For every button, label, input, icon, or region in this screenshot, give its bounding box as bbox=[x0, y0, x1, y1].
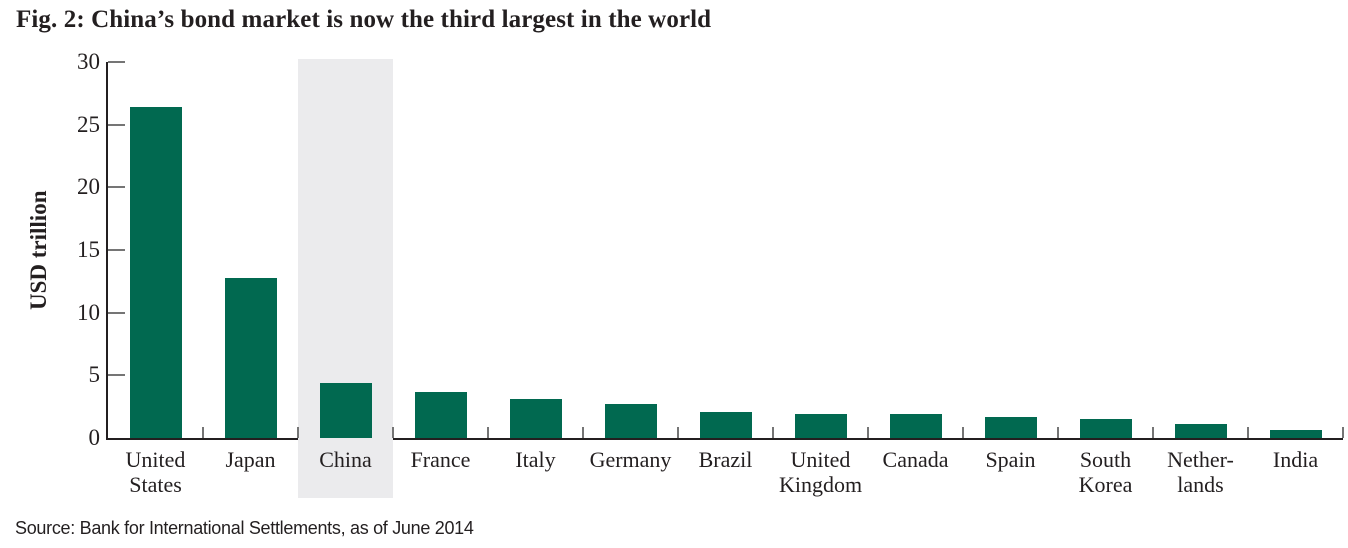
x-tick-8 bbox=[867, 427, 869, 438]
x-tick-label-canada: Canada bbox=[868, 447, 963, 472]
x-tick-label-france: France bbox=[393, 447, 488, 472]
x-tick-label-line: Germany bbox=[589, 447, 672, 472]
x-tick-5 bbox=[582, 427, 584, 438]
y-tick-5 bbox=[108, 374, 125, 377]
bar-china bbox=[319, 383, 372, 438]
y-tick-label-10: 10 bbox=[77, 299, 100, 325]
x-tick-label-south-korea: South Korea bbox=[1058, 447, 1153, 497]
y-tick-label-30: 30 bbox=[77, 49, 100, 74]
x-tick-label-united-kingdom: United Kingdom bbox=[773, 447, 868, 497]
bar-spain bbox=[984, 417, 1037, 438]
x-tick-label-line: Nether- bbox=[1167, 447, 1234, 472]
bar-india bbox=[1269, 430, 1322, 438]
x-tick-label-india: India bbox=[1248, 447, 1343, 472]
x-tick-label-line: Italy bbox=[515, 447, 556, 472]
x-tick-label-line: India bbox=[1272, 447, 1319, 472]
y-tick-15 bbox=[108, 249, 125, 251]
x-tick-label-line: Kingdom bbox=[778, 472, 863, 497]
y-tick-label-20: 20 bbox=[77, 174, 100, 200]
bar-united-states bbox=[129, 107, 182, 438]
x-tick-7 bbox=[772, 427, 774, 438]
x-tick-6 bbox=[677, 427, 679, 438]
x-tick-3 bbox=[392, 427, 394, 438]
x-tick-label-china: China bbox=[298, 447, 393, 472]
bar-france bbox=[414, 392, 467, 438]
x-tick-label-germany: Germany bbox=[583, 447, 678, 472]
source-note: Source: Bank for International Settlemen… bbox=[15, 518, 474, 538]
x-tick-label-netherlands: Nether-lands bbox=[1153, 447, 1248, 497]
y-tick-20 bbox=[108, 186, 125, 189]
bar-brazil bbox=[699, 412, 752, 438]
bar-south-korea bbox=[1079, 419, 1132, 438]
x-tick-11 bbox=[1152, 427, 1154, 438]
bar-canada bbox=[889, 414, 942, 438]
x-tick-label-italy: Italy bbox=[488, 447, 583, 472]
y-tick-label-15: 15 bbox=[77, 237, 100, 262]
bar-united-kingdom bbox=[794, 414, 847, 438]
x-tick-label-line: South bbox=[1079, 447, 1132, 472]
x-tick-10 bbox=[1057, 427, 1059, 438]
x-tick-label-line: Spain bbox=[985, 447, 1036, 472]
x-tick-13 bbox=[1342, 427, 1344, 438]
x-tick-label-line: Canada bbox=[882, 447, 949, 472]
x-tick-label-line: Brazil bbox=[698, 447, 753, 472]
y-tick-label-0: 0 bbox=[88, 425, 101, 450]
x-tick-label-united-states: United States bbox=[108, 447, 203, 497]
bar-japan bbox=[224, 278, 277, 438]
bar-italy bbox=[509, 399, 562, 438]
x-tick-label-line: France bbox=[410, 447, 471, 472]
x-tick-label-line: Korea bbox=[1078, 472, 1133, 497]
x-tick-9 bbox=[962, 427, 964, 438]
x-tick-12 bbox=[1247, 427, 1249, 438]
x-tick-1 bbox=[202, 427, 204, 438]
bar-germany bbox=[604, 404, 657, 438]
x-tick-label-line: lands bbox=[1177, 472, 1224, 497]
x-tick-label-line: United bbox=[125, 447, 186, 472]
x-tick-2 bbox=[297, 427, 299, 438]
x-tick-label-line: United bbox=[790, 447, 851, 472]
y-tick-10 bbox=[108, 311, 125, 314]
x-tick-4 bbox=[487, 427, 489, 438]
x-tick-label-line: States bbox=[129, 472, 182, 497]
y-tick-label-5: 5 bbox=[88, 362, 101, 388]
plot-area: 0 5 10 15 20 25 30 United States Japan China France… bbox=[77, 49, 1344, 498]
x-tick-label-line: China bbox=[319, 447, 372, 472]
y-tick-25 bbox=[108, 123, 125, 126]
y-tick-30 bbox=[108, 61, 125, 63]
x-tick-label-spain: Spain bbox=[963, 447, 1058, 472]
y-tick-label-25: 25 bbox=[77, 111, 100, 137]
figure-title: Fig. 2: China’s bond market is now the t… bbox=[16, 6, 712, 33]
x-tick-label-line: Japan bbox=[225, 447, 276, 472]
x-tick-label-brazil: Brazil bbox=[678, 447, 773, 472]
bar-netherlands bbox=[1174, 424, 1227, 438]
x-tick-label-japan: Japan bbox=[203, 447, 298, 472]
